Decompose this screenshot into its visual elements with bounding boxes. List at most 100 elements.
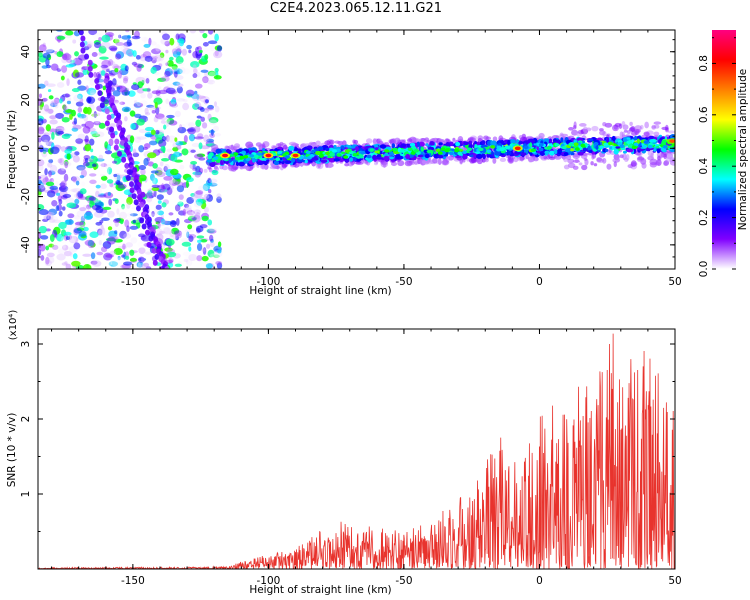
noise-blob	[79, 175, 85, 179]
noise-blob	[161, 158, 170, 162]
noise-blob	[71, 260, 81, 267]
ridge-core	[544, 150, 550, 155]
noise-blob	[194, 103, 200, 107]
ridge-core	[288, 145, 295, 151]
noise-blob	[135, 76, 146, 84]
noise-streak	[94, 77, 100, 84]
noise-blob	[42, 139, 49, 147]
noise-blob	[195, 119, 202, 127]
noise-blob	[114, 67, 119, 73]
noise-blob	[129, 110, 136, 117]
noise-blob	[42, 218, 49, 222]
ridge-spot	[305, 150, 311, 155]
noise-blob	[47, 213, 54, 220]
noise-blob	[150, 66, 157, 74]
noise-streak	[124, 162, 130, 169]
noise-blob	[155, 89, 161, 96]
noise-blob	[147, 92, 153, 99]
top-xtick-label: -50	[395, 276, 412, 288]
noise-blob	[138, 165, 147, 171]
noise-blob	[56, 51, 64, 58]
noise-blob	[144, 55, 153, 62]
noise-blob	[175, 181, 184, 187]
ridge-core	[297, 148, 302, 153]
noise-blob	[193, 125, 201, 133]
noise-blob	[146, 104, 155, 108]
bottom-xtick-label: -50	[395, 575, 412, 587]
noise-blob	[192, 73, 198, 79]
snr-series-line	[38, 333, 675, 569]
noise-blob	[82, 69, 88, 76]
noise-blob	[108, 198, 113, 206]
ridge-spot	[437, 151, 443, 155]
noise-blob	[76, 210, 86, 218]
noise-blob	[75, 138, 84, 144]
noise-blob	[203, 134, 210, 143]
noise-blob	[189, 183, 193, 188]
noise-blob	[176, 131, 181, 138]
ridge-core	[606, 136, 610, 143]
noise-blob	[84, 40, 94, 48]
ridge-halo	[390, 161, 398, 167]
ridge-spot	[499, 147, 505, 152]
noise-blob	[195, 225, 204, 233]
noise-blob	[174, 263, 182, 267]
noise-blob	[185, 204, 192, 212]
noise-blob	[89, 79, 95, 86]
ridge-halo	[549, 156, 556, 161]
noise-blob	[74, 72, 85, 78]
noise-blob	[213, 132, 222, 137]
noise-blob	[95, 190, 100, 198]
ridge-spot	[538, 147, 544, 152]
noise-blob	[66, 57, 76, 64]
noise-blob	[57, 130, 65, 135]
noise-blob	[107, 191, 111, 196]
noise-blob	[98, 240, 103, 246]
ridge-core	[383, 155, 389, 161]
noise-blob	[137, 241, 146, 249]
spectrogram	[38, 30, 675, 269]
noise-blob	[207, 177, 212, 184]
noise-blob	[157, 200, 162, 204]
noise-blob	[96, 32, 104, 38]
noise-blob	[216, 196, 222, 203]
noise-blob	[176, 144, 182, 150]
noise-streak	[144, 229, 150, 236]
noise-blob	[147, 161, 154, 167]
noise-blob	[168, 120, 178, 126]
noise-blob	[198, 142, 203, 150]
noise-blob	[200, 145, 210, 150]
noise-blob	[65, 64, 75, 68]
noise-blob	[73, 117, 78, 125]
noise-blob	[213, 254, 220, 258]
noise-blob	[53, 98, 60, 106]
noise-blob	[193, 201, 203, 208]
noise-blob	[148, 140, 158, 146]
noise-blob	[152, 162, 158, 169]
noise-blob	[66, 96, 72, 103]
noise-blob	[123, 261, 133, 266]
noise-blob	[48, 158, 54, 164]
noise-blob	[186, 187, 196, 193]
ridge-spot	[643, 140, 649, 144]
noise-blob	[165, 121, 170, 127]
ridge-core	[375, 156, 383, 160]
noise-blob	[119, 87, 130, 93]
noise-blob	[158, 139, 167, 148]
noise-blob	[133, 102, 144, 108]
noise-blob	[61, 53, 72, 61]
ridge-core	[563, 152, 569, 156]
noise-blob	[214, 33, 219, 42]
ridge-core	[318, 154, 324, 158]
ridge-core	[454, 155, 462, 159]
noise-blob	[156, 194, 164, 200]
ridge-halo	[397, 160, 405, 167]
noise-blob	[164, 247, 173, 252]
noise-blob	[198, 111, 205, 116]
noise-blob	[146, 195, 153, 203]
noise-blob	[82, 205, 88, 209]
noise-blob	[126, 202, 131, 209]
noise-blob	[188, 49, 192, 54]
noise-streak	[164, 266, 170, 269]
ridge-halo	[581, 164, 588, 171]
